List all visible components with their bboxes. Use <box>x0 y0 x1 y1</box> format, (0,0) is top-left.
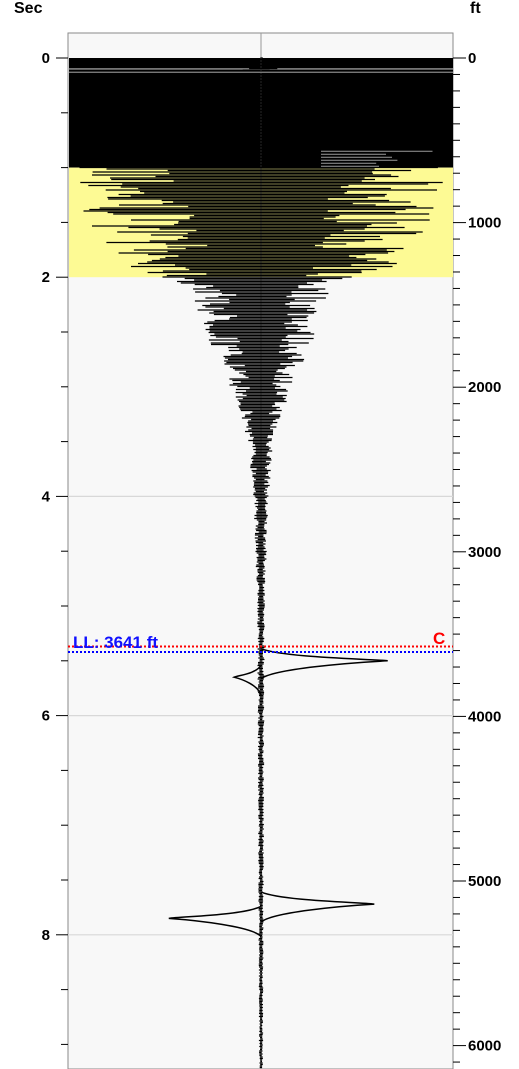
right-tick-label: 0 <box>468 50 476 67</box>
right-tick-label: 1000 <box>468 215 501 232</box>
marker-c-label: C <box>433 629 446 648</box>
left-tick-label: 2 <box>42 269 50 286</box>
left-tick-label: 8 <box>42 927 50 944</box>
marker-ll-label: LL: 3641 ft <box>73 633 159 652</box>
seismic-trace <box>79 57 443 1069</box>
event-2 <box>260 891 375 923</box>
trace-highlights <box>321 150 433 167</box>
right-tick-label: 3000 <box>468 544 501 561</box>
right-axis-title: ft <box>470 0 481 17</box>
left-tick-label: 0 <box>42 50 50 67</box>
left-axis-title: Sec <box>14 0 43 17</box>
right-tick-label: 4000 <box>468 708 501 725</box>
event-3 <box>168 905 262 937</box>
right-tick-label: 6000 <box>468 1038 501 1055</box>
left-tick-label: 6 <box>42 708 50 725</box>
right-tick-label: 2000 <box>468 379 501 396</box>
event-0 <box>260 648 388 680</box>
event-1 <box>231 664 262 696</box>
left-tick-label: 4 <box>42 488 51 505</box>
right-tick-label: 5000 <box>468 873 501 890</box>
